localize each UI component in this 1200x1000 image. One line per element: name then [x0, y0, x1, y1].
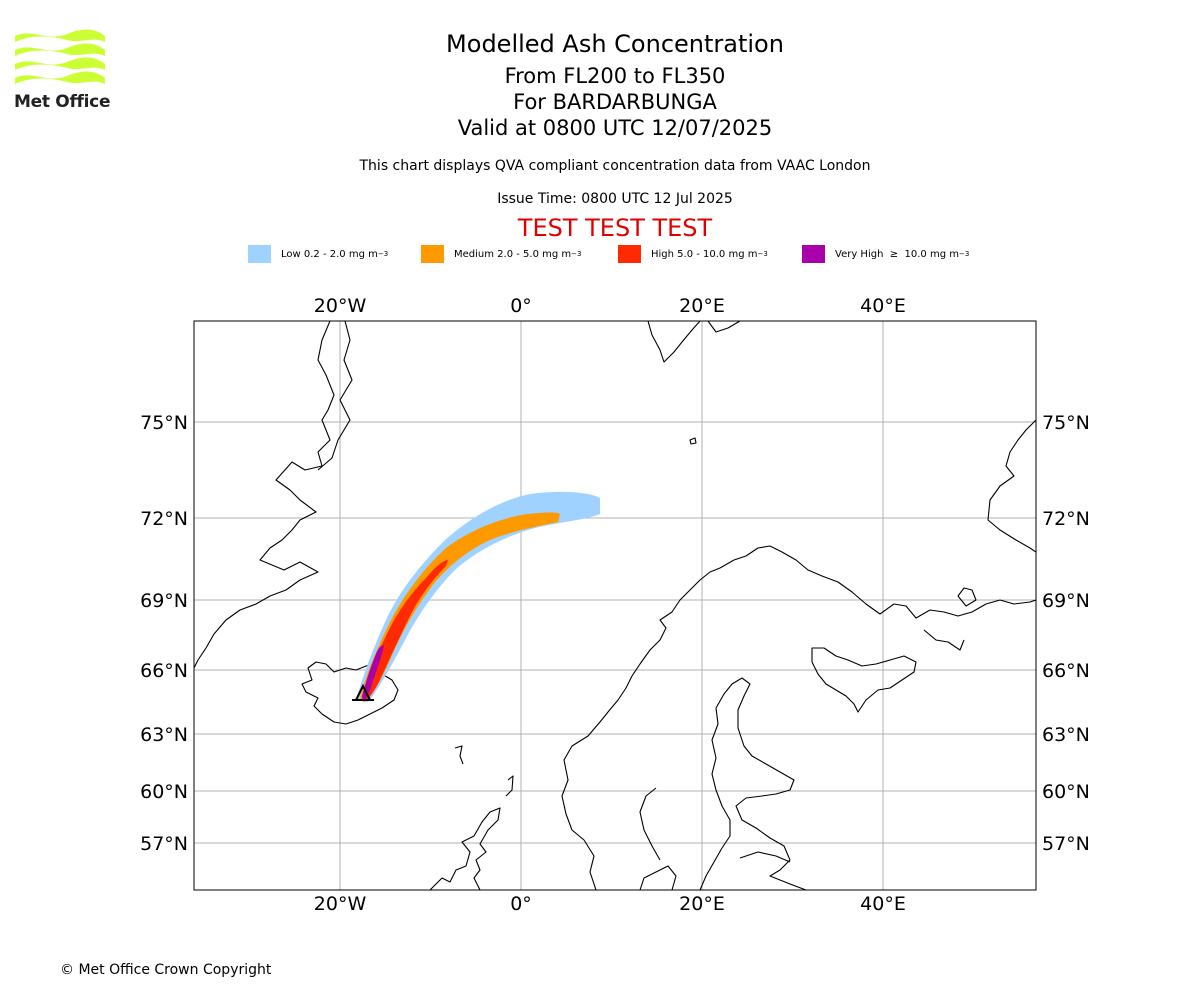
lat-label-left-69n: 69°N: [140, 590, 188, 612]
flight-level-range: From FL200 to FL350: [504, 64, 726, 88]
lon-label-top-40e: 40°E: [860, 295, 906, 317]
lat-label-left-75n: 75°N: [140, 412, 188, 434]
lat-labels-left: 75°N 72°N 69°N 66°N 63°N 60°N 57°N: [140, 412, 188, 855]
legend-item-very-high: Very High ≥ 10.0 mg m −3: [802, 244, 969, 264]
coast-estonia: [739, 851, 791, 863]
legend-label-high: High 5.0 - 10.0 mg m: [651, 248, 758, 260]
legend-label-medium: Medium 2.0 - 5.0 mg m: [454, 248, 572, 260]
coast-scandinavia: [561, 545, 1036, 890]
volcano-name: For BARDARBUNGA: [513, 90, 717, 114]
legend-exp-high: −3: [757, 250, 768, 258]
lon-label-bottom-40e: 40°E: [860, 893, 906, 915]
map-frame: [193, 320, 1037, 891]
coast-svalbard-east: [707, 321, 741, 333]
coast-kolguev: [957, 587, 977, 607]
chart-description: This chart displays QVA compliant concen…: [359, 158, 871, 174]
gridlines: [194, 321, 1036, 890]
ash-high-region: [362, 560, 448, 702]
coast-greenland-inner: [317, 321, 353, 471]
lon-labels-top: 20°W 0° 20°E 40°E: [314, 295, 906, 317]
coast-white-sea: [923, 629, 965, 651]
legend-item-low: Low 0.2 - 2.0 mg m −3: [248, 244, 388, 264]
coast-iceland: [301, 661, 399, 725]
lon-label-top-20w: 20°W: [314, 295, 367, 317]
lat-label-left-72n: 72°N: [140, 508, 188, 530]
legend-item-high: High 5.0 - 10.0 mg m −3: [618, 244, 768, 264]
legend-exp-medium: −3: [571, 250, 582, 258]
ash-plume: [356, 491, 600, 702]
coast-bear-island: [689, 437, 697, 445]
coast-kola: [811, 647, 917, 713]
legend-swatch-very-high: [802, 245, 825, 263]
lat-label-left-66n: 66°N: [140, 660, 188, 682]
lat-label-left-63n: 63°N: [140, 724, 188, 746]
map-plot-area: [194, 321, 1036, 890]
coast-denmark: [639, 865, 677, 890]
issue-time: Issue Time: 0800 UTC 12 Jul 2025: [497, 191, 733, 207]
legend-swatch-high: [618, 245, 641, 263]
copyright-notice: © Met Office Crown Copyright: [60, 962, 272, 978]
legend-swatch-low: [248, 245, 271, 263]
triangle-icon: [352, 683, 374, 701]
met-office-waves-icon: [15, 29, 105, 84]
lon-label-bottom-20w: 20°W: [314, 893, 367, 915]
lat-label-right-60n: 60°N: [1042, 781, 1090, 803]
coast-novaya-zemlya: [987, 419, 1036, 553]
test-banner: TEST TEST TEST: [517, 214, 713, 242]
lon-label-bottom-20e: 20°E: [679, 893, 725, 915]
coastlines: [194, 321, 1036, 890]
lon-label-top-0: 0°: [510, 295, 532, 317]
lon-labels-bottom: 20°W 0° 20°E 40°E: [314, 893, 906, 915]
lon-label-bottom-0: 0°: [510, 893, 532, 915]
ash-medium-region: [360, 512, 560, 702]
chart-title: Modelled Ash Concentration: [446, 30, 784, 58]
lat-labels-right: 75°N 72°N 69°N 66°N 63°N 60°N 57°N: [1042, 412, 1090, 855]
legend-exp-low: −3: [377, 250, 389, 258]
lat-label-right-72n: 72°N: [1042, 508, 1090, 530]
coast-greenland: [194, 321, 335, 669]
logo-text: Met Office: [14, 92, 111, 112]
lat-label-right-69n: 69°N: [1042, 590, 1090, 612]
lat-label-right-75n: 75°N: [1042, 412, 1090, 434]
coast-bothnia: [699, 677, 807, 890]
lat-label-right-63n: 63°N: [1042, 724, 1090, 746]
valid-time: Valid at 0800 UTC 12/07/2025: [457, 116, 773, 140]
met-office-logo: Met Office: [12, 28, 112, 118]
lon-label-top-20e: 20°E: [679, 295, 725, 317]
coast-scotland: [429, 807, 501, 890]
legend-swatch-medium: [421, 245, 444, 263]
ash-very-high-region: [362, 645, 384, 701]
coast-svalbard: [647, 321, 701, 363]
coast-faroe: [454, 745, 464, 765]
lat-label-right-57n: 57°N: [1042, 833, 1090, 855]
lat-label-left-57n: 57°N: [140, 833, 188, 855]
legend-label-low: Low 0.2 - 2.0 mg m: [281, 248, 378, 260]
legend-exp-very-high: −3: [958, 250, 970, 258]
legend-label-very-high: Very High ≥ 10.0 mg m: [835, 248, 959, 260]
legend-item-medium: Medium 2.0 - 5.0 mg m −3: [421, 244, 581, 264]
coast-shetland: [505, 775, 514, 797]
coast-sweden-south: [639, 787, 661, 861]
lat-label-left-60n: 60°N: [140, 781, 188, 803]
lat-label-right-66n: 66°N: [1042, 660, 1090, 682]
